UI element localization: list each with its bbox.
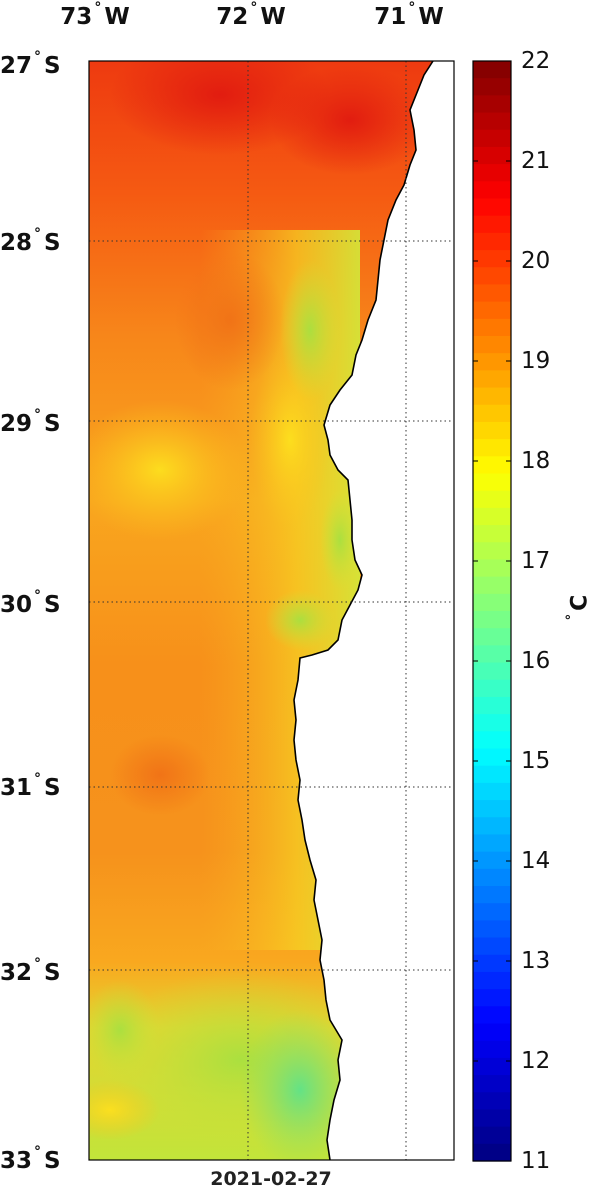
lat-label-32s: 32 ° S [0, 956, 61, 986]
colorbar-swatch [473, 164, 511, 182]
colorbar-swatch [473, 800, 511, 818]
colorbar-swatch [473, 954, 511, 973]
colorbar-tick-label: 15 [521, 748, 551, 774]
colorbar-tick-label: 22 [521, 48, 551, 74]
colorbar-swatch [473, 250, 511, 268]
colorbar-swatch [473, 215, 511, 234]
colorbar-swatch [473, 748, 511, 767]
colorbar-swatch [473, 593, 511, 612]
colorbar-swatch [473, 628, 511, 646]
colorbar-swatch [473, 662, 511, 681]
colorbar-swatch [473, 834, 511, 853]
colorbar-ticks [473, 60, 511, 1162]
coastline [293, 60, 434, 1161]
colorbar-swatch [473, 318, 511, 337]
colorbar-swatch [473, 731, 511, 750]
colorbar-tick-label: 21 [521, 148, 551, 174]
colorbar-swatch [473, 284, 511, 303]
colorbar-swatch [473, 1040, 511, 1059]
colorbar-swatch [473, 989, 511, 1007]
colorbar-swatch [473, 353, 511, 371]
colorbar-tick-label: 19 [521, 348, 551, 374]
lon-label-73w: 73 ° W [60, 0, 130, 30]
colorbar-swatch [473, 1023, 511, 1042]
colorbar-swatch [473, 1057, 511, 1076]
colorbar-unit-label: °C [564, 594, 593, 621]
colorbar-swatch [473, 971, 511, 990]
colorbar-swatch [473, 336, 511, 354]
colorbar-swatch [473, 1109, 511, 1128]
colorbar [473, 61, 511, 1162]
colorbar-swatch [473, 507, 511, 526]
lon-label-72w: 72 ° W [216, 0, 286, 30]
map-frame [88, 60, 455, 1161]
colorbar-tick-label: 14 [521, 848, 551, 874]
colorbar-swatch [473, 868, 511, 887]
colorbar-frame [472, 60, 512, 1162]
colorbar-swatch [473, 473, 511, 492]
lat-label-29s: 29 ° S [0, 407, 61, 437]
colorbar-swatch [473, 1126, 511, 1145]
colorbar-swatch [473, 1143, 511, 1162]
colorbar-swatch [473, 78, 511, 96]
colorbar-swatch [473, 61, 511, 79]
colorbar-swatch [473, 611, 511, 629]
colorbar-swatch [473, 112, 511, 131]
graticule [89, 61, 454, 1160]
colorbar-swatch [473, 301, 511, 320]
colorbar-swatch [473, 645, 511, 664]
colorbar-swatch [473, 903, 511, 921]
colorbar-tick-label: 16 [521, 648, 551, 674]
colorbar-swatch [473, 490, 511, 509]
colorbar-swatch [473, 404, 511, 423]
colorbar-swatch [473, 387, 511, 406]
colorbar-swatch [473, 817, 511, 836]
colorbar-swatch [473, 267, 511, 286]
colorbar-swatch [473, 232, 511, 251]
colorbar-swatch [473, 456, 511, 475]
colorbar-swatch [473, 421, 511, 440]
colorbar-tick-label: 18 [521, 448, 551, 474]
colorbar-swatch [473, 146, 511, 165]
colorbar-swatch [473, 679, 511, 698]
colorbar-swatch [473, 782, 511, 801]
colorbar-swatch [473, 765, 511, 784]
colorbar-tick-label: 12 [521, 1048, 551, 1074]
colorbar-swatch [473, 1075, 511, 1093]
colorbar-swatch [473, 95, 511, 114]
colorbar-swatch [473, 714, 511, 732]
land-mask [294, 61, 454, 1160]
lat-label-31s: 31 ° S [0, 771, 61, 801]
colorbar-swatch [473, 129, 511, 148]
lat-label-30s: 30 ° S [0, 588, 61, 618]
colorbar-swatch [473, 439, 511, 457]
colorbar-swatch [473, 1092, 511, 1111]
colorbar-swatch [473, 576, 511, 595]
lat-label-33s: 33 ° S [0, 1144, 61, 1174]
colorbar-tick-label: 17 [521, 548, 551, 574]
lat-label-27s: 27 ° S [0, 49, 61, 79]
colorbar-swatch [473, 542, 511, 561]
colorbar-swatch [473, 559, 511, 578]
colorbar-swatch [473, 920, 511, 939]
colorbar-swatch [473, 886, 511, 904]
colorbar-tick-label: 11 [521, 1148, 551, 1174]
colorbar-swatch [473, 525, 511, 543]
colorbar-swatch [473, 851, 511, 870]
colorbar-swatch [473, 181, 511, 200]
colorbar-swatch [473, 1006, 511, 1025]
colorbar-tick-label: 13 [521, 948, 551, 974]
lon-label-71w: 71 ° W [374, 0, 444, 30]
colorbar-swatch [473, 696, 511, 715]
colorbar-swatch [473, 370, 511, 389]
colorbar-swatch [473, 937, 511, 956]
map-date: 2021-02-27 [210, 1168, 332, 1190]
colorbar-swatch [473, 198, 511, 217]
colorbar-tick-label: 20 [521, 248, 551, 274]
lat-label-28s: 28 ° S [0, 226, 61, 256]
